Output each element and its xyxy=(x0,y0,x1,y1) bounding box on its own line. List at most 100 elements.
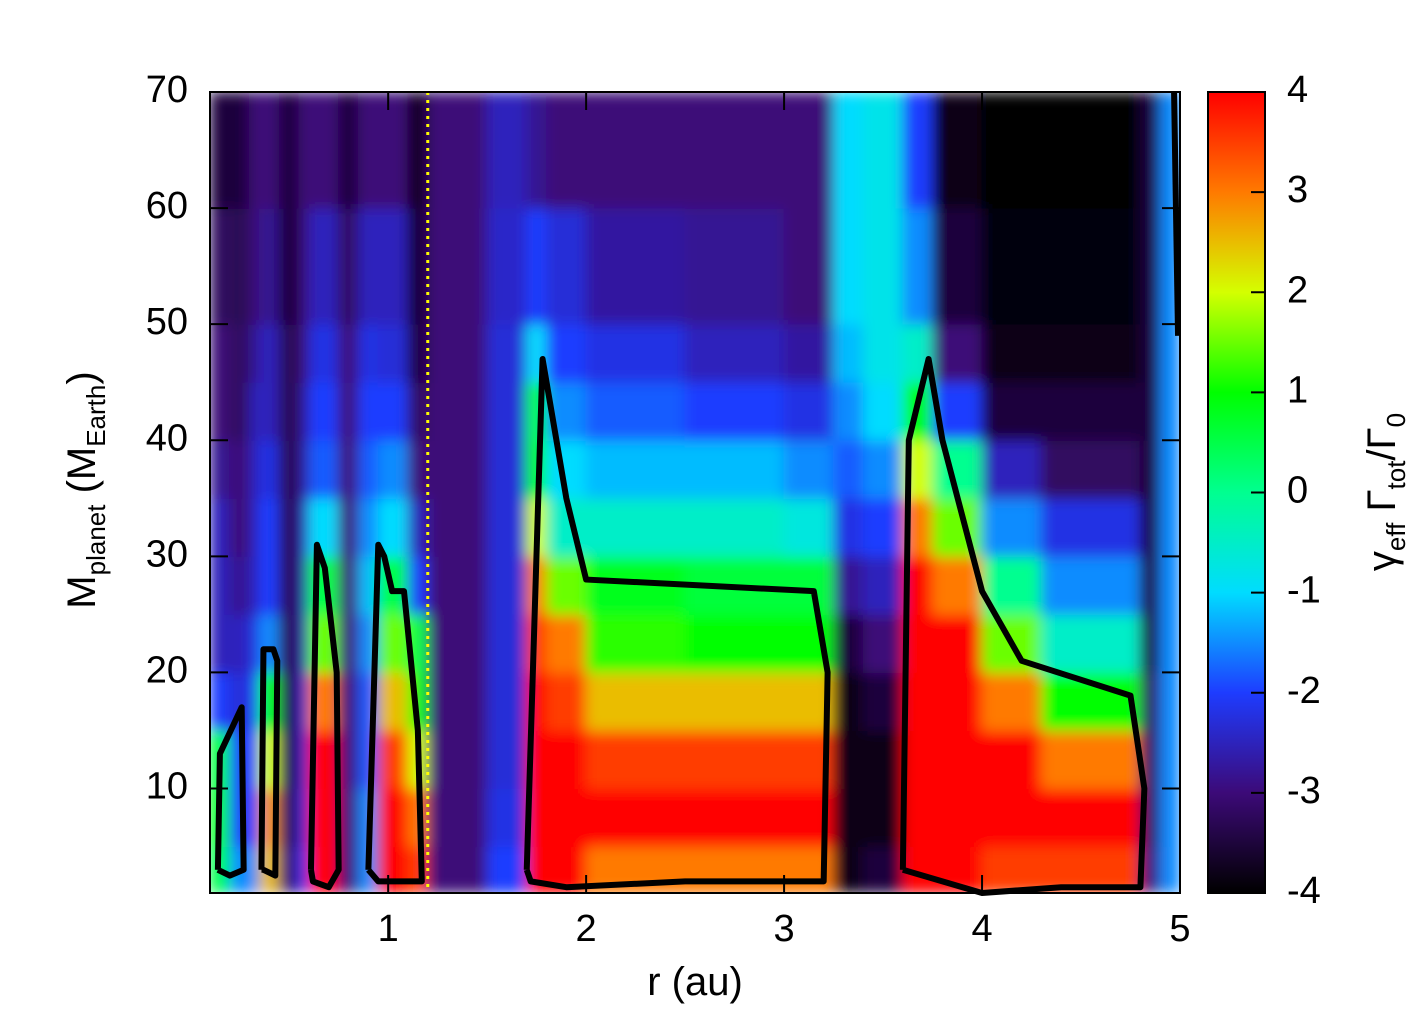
heat-cell xyxy=(427,92,488,209)
heat-cell xyxy=(833,729,864,790)
colorbar-tick-label: 4 xyxy=(1287,69,1308,111)
heat-cell xyxy=(1139,92,1161,209)
heat-cell xyxy=(1040,439,1141,499)
heat-cell xyxy=(377,613,409,673)
heat-cell xyxy=(229,323,251,383)
heat-cell xyxy=(210,613,231,673)
heat-cell xyxy=(486,207,528,325)
heat-cell xyxy=(833,92,864,209)
heat-cell xyxy=(298,439,310,499)
heat-cell xyxy=(298,92,310,209)
heat-cell xyxy=(210,671,231,731)
heat-cell xyxy=(932,323,983,383)
colorbar-tick-label: -2 xyxy=(1287,670,1321,712)
colorbar-tick-label: -1 xyxy=(1287,570,1321,612)
heat-cell xyxy=(932,671,983,731)
heat-cell xyxy=(258,381,280,441)
zero-contour xyxy=(1171,91,1182,336)
zero-contour xyxy=(523,356,831,891)
heat-cell xyxy=(684,439,785,499)
heat-cell xyxy=(427,729,488,790)
y-tick-label: 50 xyxy=(146,301,188,343)
y-tick-label: 30 xyxy=(146,533,188,575)
heat-cell xyxy=(210,555,231,615)
heat-cell xyxy=(427,671,488,731)
heat-cell xyxy=(229,788,251,848)
heat-cell xyxy=(258,92,280,209)
heat-cell xyxy=(585,381,686,441)
heat-cell xyxy=(862,381,904,441)
heat-cell xyxy=(1040,497,1141,557)
heat-cell xyxy=(338,846,359,893)
heat-cell xyxy=(377,323,409,383)
heat-cell xyxy=(684,788,785,848)
heat-cell xyxy=(229,555,251,615)
heat-cell xyxy=(862,846,904,893)
heat-cell xyxy=(308,497,340,557)
heat-cell xyxy=(486,788,528,848)
colorbar-tick-label: 1 xyxy=(1287,369,1308,411)
heat-cell xyxy=(298,207,310,325)
heat-cell xyxy=(981,439,1042,499)
heat-cell xyxy=(427,207,488,325)
heat-cell xyxy=(377,439,409,499)
heat-cell xyxy=(1040,381,1141,441)
heat-cell xyxy=(338,671,359,731)
heat-cell xyxy=(546,788,587,848)
heat-cell xyxy=(1159,788,1180,848)
heat-cell xyxy=(932,729,983,790)
heat-cell xyxy=(486,613,528,673)
heat-cell xyxy=(486,846,528,893)
label-subscript: tot xyxy=(1381,460,1406,490)
heat-cell xyxy=(407,323,429,383)
heat-cell xyxy=(338,439,359,499)
heat-cell xyxy=(1159,671,1180,731)
zero-contour xyxy=(365,541,425,885)
heat-cell xyxy=(210,381,231,441)
label-subscript: Earth xyxy=(81,385,111,447)
heat-cell xyxy=(862,555,904,615)
heat-cell xyxy=(210,439,231,499)
heat-cell xyxy=(308,323,340,383)
heat-cell xyxy=(1139,207,1161,325)
heat-cell xyxy=(981,92,1042,209)
heat-cell xyxy=(298,788,310,848)
heat-cell xyxy=(377,846,409,893)
heat-cell xyxy=(357,497,379,557)
heat-cell xyxy=(546,671,587,731)
heat-cell xyxy=(427,323,488,383)
heat-cell xyxy=(407,381,429,441)
heat-cell xyxy=(684,613,785,673)
heat-cell xyxy=(210,497,231,557)
heat-cell xyxy=(258,555,280,615)
heat-cell xyxy=(278,613,300,673)
heat-cell xyxy=(1139,323,1161,383)
x-tick-label: 4 xyxy=(971,908,992,950)
heat-cell xyxy=(486,671,528,731)
heat-cell xyxy=(427,439,488,499)
heat-cell xyxy=(249,207,260,325)
heat-cell xyxy=(833,207,864,325)
colorbar-tick-label: -3 xyxy=(1287,770,1321,812)
heat-cell xyxy=(833,381,864,441)
heat-cell xyxy=(308,207,340,325)
colorbar-tick-label: 2 xyxy=(1287,269,1308,311)
heat-cell xyxy=(298,497,310,557)
heat-cell xyxy=(278,788,300,848)
heat-cell xyxy=(783,439,835,499)
heat-cell xyxy=(546,613,587,673)
heat-cell xyxy=(546,92,587,209)
overlay xyxy=(209,91,1182,896)
heat-cell xyxy=(932,613,983,673)
heat-cell xyxy=(210,323,231,383)
heat-cell xyxy=(1139,846,1161,893)
heat-cell xyxy=(278,439,300,499)
heat-cell xyxy=(902,207,934,325)
heat-cell xyxy=(1159,555,1180,615)
heat-cell xyxy=(338,92,359,209)
heat-cell xyxy=(249,497,260,557)
heat-cell xyxy=(407,207,429,325)
heat-cell xyxy=(585,323,686,383)
heat-cell xyxy=(833,846,864,893)
heat-cell xyxy=(377,497,409,557)
